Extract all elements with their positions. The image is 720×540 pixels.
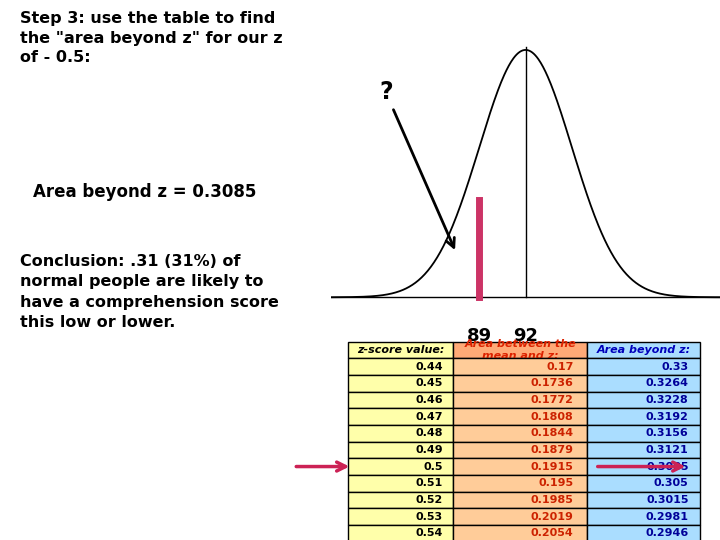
Text: Step 3: use the table to find
the "area beyond z" for our z
of - 0.5:: Step 3: use the table to find the "area … <box>20 11 282 65</box>
Text: Conclusion: .31 (31%) of
normal people are likely to
have a comprehension score
: Conclusion: .31 (31%) of normal people a… <box>20 254 279 330</box>
Text: ?: ? <box>379 80 454 247</box>
Text: 89: 89 <box>467 327 492 345</box>
Text: 92: 92 <box>513 327 538 345</box>
Text: Area beyond z = 0.3085: Area beyond z = 0.3085 <box>32 183 256 201</box>
